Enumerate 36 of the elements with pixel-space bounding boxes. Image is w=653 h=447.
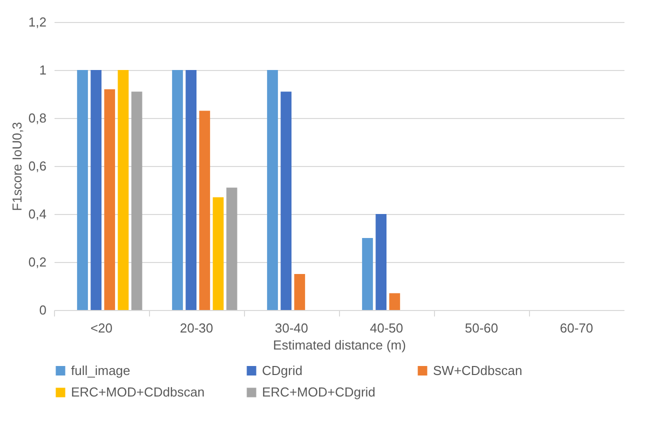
y-axis-title: F1score IoU0,3 [9,122,24,211]
bar [104,89,116,310]
legend-label: CDgrid [262,362,302,378]
legend-label: ERC+MOD+CDdbscan [71,384,205,400]
x-tick-label: <20 [90,320,113,336]
bar [118,70,129,310]
legend-label: ERC+MOD+CDgrid [262,384,376,400]
bar [389,293,400,310]
legend-label: SW+CDdbscan [433,362,522,378]
y-tick-label: 0,4 [28,206,46,222]
bar [77,70,88,310]
legend-label: full_image [71,362,130,378]
bar [172,70,183,310]
bar [267,70,278,310]
y-tick-label: 1 [39,62,46,78]
x-tick-label: 20-30 [180,320,214,336]
bar [199,110,210,310]
y-tick-label: 0,6 [28,158,46,174]
bar [294,274,306,310]
bar [376,214,386,310]
bar [280,92,292,310]
x-tick-label: 40-50 [370,320,404,336]
bar [186,70,196,310]
y-tick-label: 1,2 [28,14,46,30]
x-tick-label: 30-40 [274,320,308,336]
y-tick-label: 0,8 [28,110,46,126]
y-tick-label: 0 [39,302,46,318]
bar [131,92,142,310]
bar [362,238,373,310]
bar [90,70,102,310]
x-tick-label: 60-70 [560,320,594,336]
bar [212,197,224,310]
y-tick-label: 0,2 [28,254,46,270]
x-axis-title: Estimated distance (m) [273,338,406,352]
x-tick-label: 50-60 [464,320,498,336]
bar [226,188,238,310]
